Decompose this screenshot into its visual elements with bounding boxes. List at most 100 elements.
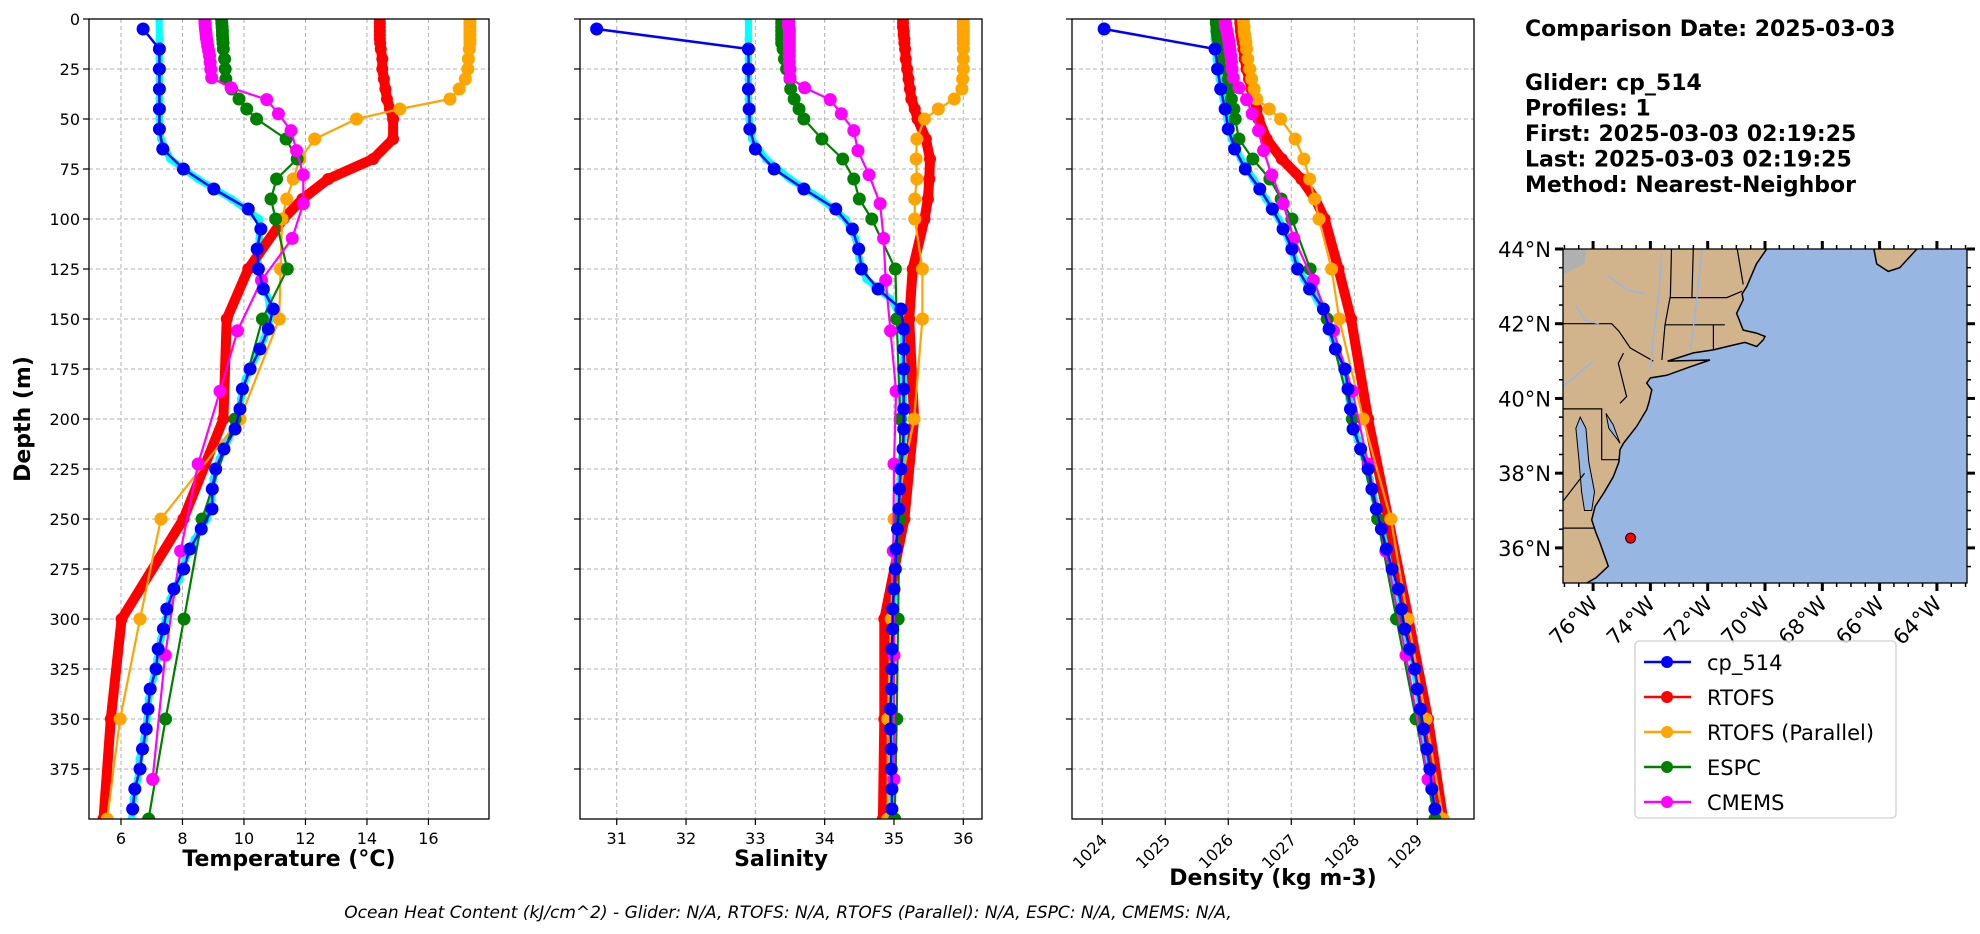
data-point-espc: [216, 42, 230, 56]
data-point-cp-514: [854, 262, 868, 276]
data-point-rtofs: [220, 313, 233, 325]
legend-item: RTOFS: [1644, 686, 1774, 710]
data-point-cmems: [146, 772, 160, 786]
data-point-cmems: [290, 144, 304, 158]
series-line-cp-514: [596, 27, 905, 809]
data-point-espc: [847, 172, 861, 186]
state-border: [1617, 352, 1628, 404]
data-point-cp-514: [139, 722, 153, 736]
data-point-cp-514: [890, 522, 904, 536]
data-point-cmems: [884, 324, 898, 338]
data-point-cp-514: [133, 762, 147, 776]
first-time: First: 2025-03-03 02:19:25: [1525, 122, 1856, 147]
data-point-cp-514: [1354, 442, 1368, 456]
data-point-cp-514: [1218, 102, 1232, 116]
data-point-rtofs-parallel-: [910, 172, 924, 186]
data-point-cp-514: [251, 262, 265, 276]
data-point-cmems: [851, 144, 865, 158]
data-point-rtofs-parallel-: [1332, 312, 1346, 326]
y-tick-label: 325: [49, 660, 80, 679]
data-point-espc: [255, 312, 269, 326]
data-point-cp-514: [233, 402, 247, 416]
data-point-cp-514: [1425, 782, 1439, 796]
data-point-cp-514: [1344, 402, 1358, 416]
data-point-cp-514: [1391, 582, 1405, 596]
data-point-rtofs-parallel-: [947, 92, 961, 106]
data-point-cp-514: [250, 242, 264, 256]
data-point-cp-514: [156, 622, 170, 636]
data-point-cmems: [213, 384, 227, 398]
series-group: [590, 19, 970, 819]
data-point-rtofs-parallel-: [1312, 212, 1326, 226]
x-tick-label: 1024: [1069, 830, 1111, 872]
data-point-rtofs: [377, 73, 390, 85]
data-point-espc: [852, 192, 866, 206]
data-point-cp-514: [885, 642, 899, 656]
series-line-cp-514: [1103, 27, 1437, 810]
data-point-cp-514: [741, 82, 755, 96]
data-point-cp-514: [207, 182, 221, 196]
data-point-cp-514: [167, 582, 181, 596]
data-point-rtofs: [923, 173, 936, 185]
data-point-cp-514: [884, 722, 898, 736]
panel-0: 6 8 10 12 14 16 0 25 50 75 100 125 150 175 200 225 250 27…: [11, 10, 490, 872]
data-point-cmems: [862, 168, 876, 182]
data-point-cp-514: [126, 802, 140, 816]
x-tick-label: 33: [745, 829, 765, 848]
data-point-rtofs: [322, 173, 335, 185]
data-point-cp-514: [884, 682, 898, 696]
x-tick-label: 1029: [1384, 830, 1426, 872]
data-point-cp-514: [1403, 642, 1417, 656]
map-lat-label: 38°N: [1498, 462, 1551, 486]
data-point-cp-514: [217, 442, 231, 456]
data-point-rtofs-parallel-: [1274, 112, 1288, 126]
data-point-espc: [218, 62, 232, 76]
data-point-cp-514: [1346, 422, 1360, 436]
data-point-cp-514: [892, 502, 906, 516]
data-point-cp-514: [1303, 282, 1317, 296]
data-point-cp-514: [741, 62, 755, 76]
data-point-cp-514: [176, 162, 190, 176]
data-point-cp-514: [887, 582, 901, 596]
delaware-bay: [1605, 413, 1621, 444]
legend-marker-icon: [1661, 761, 1673, 773]
x-tick-label: 32: [676, 829, 696, 848]
data-point-cmems: [224, 81, 238, 95]
data-point-rtofs-parallel-: [956, 42, 970, 56]
legend-label: RTOFS: [1707, 686, 1774, 710]
data-point-rtofs: [217, 413, 230, 425]
data-point-cp-514: [128, 782, 142, 796]
data-point-glider-raw: [155, 35, 164, 43]
data-point-rtofs-parallel-: [461, 52, 475, 66]
data-point-espc: [269, 212, 283, 226]
data-point-rtofs-parallel-: [280, 192, 294, 206]
data-point-cp-514: [797, 182, 811, 196]
data-point-cmems: [271, 107, 285, 121]
map-area: [1563, 249, 1967, 583]
data-point-espc: [264, 192, 278, 206]
data-point-cp-514: [1228, 142, 1242, 156]
data-point-cp-514: [884, 762, 898, 776]
data-point-espc: [232, 92, 246, 106]
data-point-rtofs: [902, 73, 915, 85]
data-point-rtofs-parallel-: [154, 512, 168, 526]
data-point-espc: [784, 82, 798, 96]
data-point-rtofs: [376, 63, 389, 75]
data-point-rtofs-parallel-: [1250, 92, 1264, 106]
data-point-cp-514: [852, 242, 866, 256]
data-point-rtofs: [903, 83, 916, 95]
legend-label: cp_514: [1707, 651, 1782, 676]
data-point-cp-514: [871, 282, 885, 296]
data-point-rtofs: [919, 133, 932, 145]
data-point-rtofs-parallel-: [956, 52, 970, 66]
data-point-rtofs: [899, 53, 912, 65]
data-point-cmems: [1240, 93, 1254, 107]
state-border: [1736, 249, 1744, 285]
data-point-cp-514: [741, 42, 755, 56]
land: [1563, 249, 1768, 583]
ocean-heat-content-caption: Ocean Heat Content (kJ/cm^2) - Glider: N…: [344, 903, 1231, 923]
data-point-cmems: [847, 124, 861, 138]
data-point-rtofs-parallel-: [452, 82, 466, 96]
data-point-rtofs-parallel-: [931, 102, 945, 116]
data-point-cp-514: [897, 382, 911, 396]
